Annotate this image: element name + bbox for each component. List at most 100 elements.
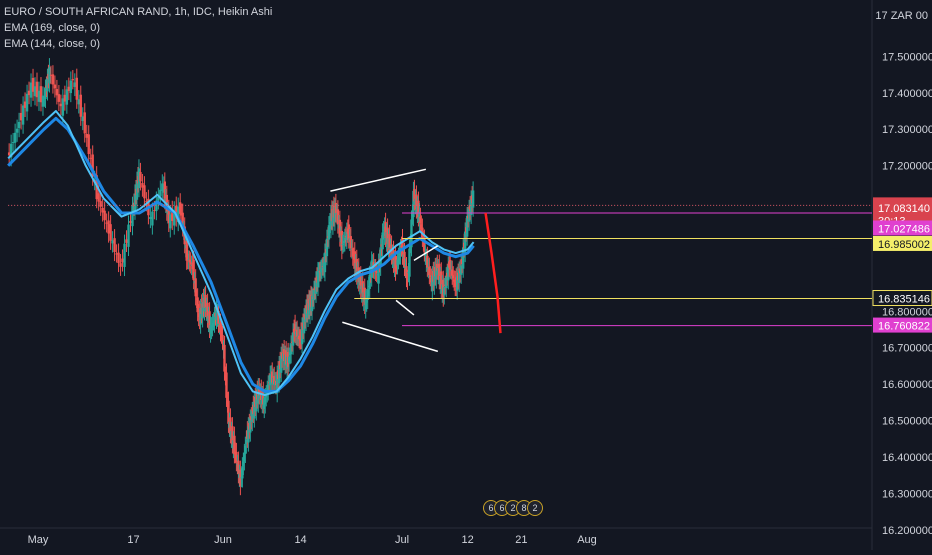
candle-body [423, 238, 426, 253]
candle-body [192, 259, 195, 281]
candle-body [271, 371, 274, 383]
candle-body [194, 278, 197, 297]
candle-body [293, 323, 297, 335]
candle-body [217, 310, 220, 324]
candle-body [317, 271, 321, 279]
price-label-box [873, 220, 932, 236]
y-tick-label: 16.200000 [882, 525, 932, 537]
ema-169-label[interactable]: EMA (169, close, 0) [4, 22, 100, 34]
projection-line [484, 212, 502, 334]
candle-body [377, 262, 380, 284]
candle-body [103, 210, 106, 221]
candle-body [229, 417, 232, 435]
candle-body [173, 210, 176, 226]
candle-body [395, 264, 398, 266]
candle-body [334, 202, 338, 214]
candle-body [19, 112, 23, 121]
candle-body [417, 200, 420, 218]
x-tick-label: 12 [462, 534, 474, 546]
candle-body [25, 93, 29, 112]
axis-currency-label[interactable]: 17 ZAR 00 [875, 10, 928, 22]
ema-144-label[interactable]: EMA (144, close, 0) [4, 38, 100, 50]
candle-body [89, 157, 92, 159]
candle-body [161, 183, 164, 191]
candle-body [463, 231, 467, 254]
x-tick-label: May [28, 534, 49, 546]
candle-body [117, 252, 120, 263]
candle-body [452, 275, 455, 279]
x-tick-label: 21 [515, 534, 527, 546]
candle-body [63, 94, 67, 102]
y-tick-label: 16.300000 [882, 488, 932, 500]
candle-body [429, 275, 432, 278]
candle-body [17, 121, 21, 129]
candle-body [364, 299, 367, 310]
candle-body [233, 435, 236, 455]
event-marker[interactable]: 2 [527, 500, 543, 516]
candle-body [264, 397, 267, 405]
candle-body [295, 329, 299, 337]
candle-body [419, 216, 422, 224]
candle-body [111, 240, 114, 244]
candle-body [119, 263, 122, 267]
candle-body [49, 74, 53, 76]
candle-body [219, 322, 222, 333]
candle-body [210, 326, 213, 331]
candle-body [413, 188, 416, 202]
candle-body [65, 89, 69, 105]
candle-body [75, 77, 78, 100]
candle-body [320, 267, 324, 270]
candle-body [213, 315, 216, 324]
candle-body [211, 323, 214, 328]
y-tick-label: 17.300000 [882, 124, 932, 136]
candle-body [262, 390, 265, 405]
candle-body [9, 143, 13, 158]
candle-body [370, 260, 373, 278]
candle-body [275, 374, 279, 394]
candle-body [351, 248, 354, 257]
candle-body [331, 210, 335, 226]
candle-body [145, 201, 148, 203]
candle-body [249, 418, 252, 433]
trend-line [395, 299, 415, 316]
candle-body [11, 142, 15, 144]
candle-body [13, 132, 17, 143]
candle-body [7, 152, 11, 156]
candle-body [251, 411, 254, 422]
candle-body [355, 258, 358, 276]
candle-body [314, 280, 318, 294]
candle-body [155, 200, 158, 212]
candle-body [379, 247, 382, 267]
candle-body [123, 243, 126, 267]
candle-body [440, 271, 443, 290]
candle-body [253, 401, 256, 419]
candle-body [435, 266, 438, 280]
candle-body [153, 210, 156, 212]
y-tick-label: 17.500000 [882, 51, 932, 63]
candle-body [109, 224, 112, 241]
candle-body [141, 183, 144, 188]
candle-body [221, 334, 224, 341]
candle-body [242, 461, 245, 466]
candle-body [431, 275, 434, 292]
candle-body [415, 194, 418, 210]
candle-body [33, 86, 37, 97]
candle-body [196, 297, 199, 313]
candle-body [349, 236, 352, 249]
trend-line [413, 245, 439, 261]
candle-body [329, 214, 333, 230]
candle-body [394, 255, 397, 272]
candle-body [420, 224, 423, 230]
candle-body [287, 356, 291, 363]
symbol-title[interactable]: EURO / SOUTH AFRICAN RAND, 1h, IDC, Heik… [4, 6, 273, 18]
candle-body [255, 394, 258, 412]
candle-body [127, 224, 130, 247]
candle-body [231, 426, 234, 445]
candle-body [300, 326, 304, 345]
candle-body [433, 270, 436, 286]
y-tick-label: 16.400000 [882, 452, 932, 464]
candle-body [55, 89, 59, 96]
price-level-label: 16.985002 [878, 239, 930, 251]
